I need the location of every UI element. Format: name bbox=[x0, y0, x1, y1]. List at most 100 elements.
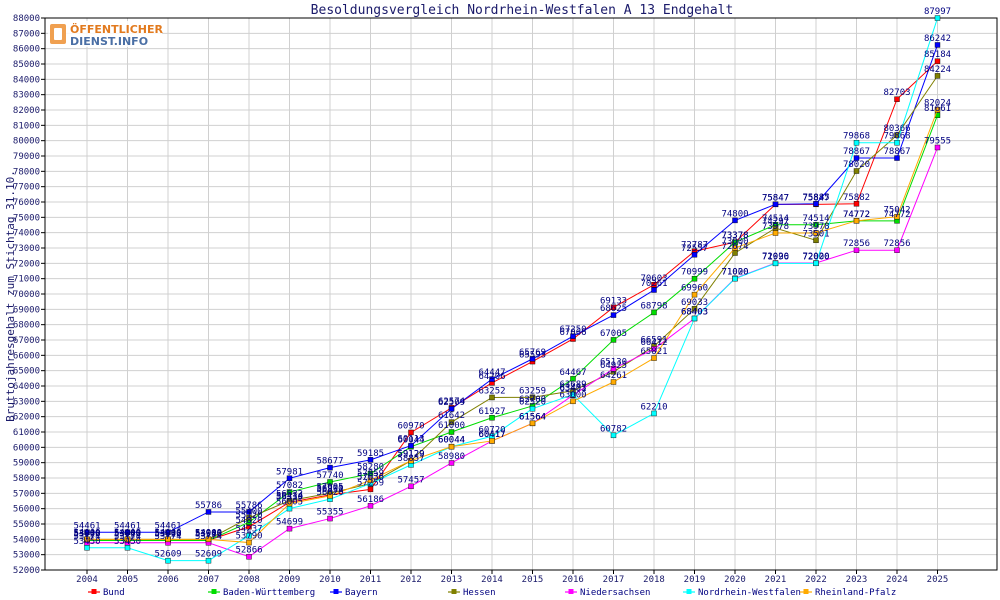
data-label-bund: 85184 bbox=[924, 50, 951, 60]
legend-marker-rheinland-pfalz bbox=[803, 589, 809, 594]
data-point-nordrhein-westfalen bbox=[691, 315, 698, 322]
data-label-bayern: 60113 bbox=[397, 435, 424, 445]
data-point-bund bbox=[408, 429, 414, 436]
legend-label-bayern: Bayern bbox=[345, 588, 378, 598]
data-point-baden-w-rttemberg bbox=[489, 415, 495, 421]
data-point-rheinland-pfalz bbox=[408, 457, 414, 464]
data-label-rheinland-pfalz: 54000 bbox=[154, 528, 181, 538]
data-label-baden-w-rttemberg: 53926 bbox=[73, 529, 100, 539]
data-label-rheinland-pfalz: 54000 bbox=[114, 528, 141, 538]
series-lines bbox=[84, 15, 941, 564]
y-tick-label: 61000 bbox=[13, 428, 40, 438]
data-point-hessen bbox=[489, 394, 495, 401]
data-point-rheinland-pfalz bbox=[489, 438, 495, 444]
data-label-nordrhein-westfalen: 54237 bbox=[235, 525, 262, 535]
y-tick-label: 70000 bbox=[13, 290, 40, 300]
data-point-baden-w-rttemberg bbox=[651, 309, 657, 316]
data-labels: 53943 53943 53943 53943 54820 56414 56900 57259… bbox=[73, 7, 951, 560]
data-label-bayern: 58677 bbox=[316, 457, 343, 467]
data-label-bund: 57259 bbox=[357, 478, 384, 488]
data-point-bund bbox=[610, 304, 617, 310]
data-point-baden-w-rttemberg bbox=[570, 376, 576, 382]
x-tick-label: 2012 bbox=[400, 575, 422, 585]
data-point-bund bbox=[367, 486, 374, 493]
data-label-nordrhein-westfalen: 52609 bbox=[195, 550, 222, 560]
data-label-nordrhein-westfalen: 87997 bbox=[924, 7, 951, 17]
data-label-niedersachsen: 56186 bbox=[357, 495, 384, 505]
data-label-bund: 67066 bbox=[559, 328, 586, 338]
data-label-hessen: 54000 bbox=[114, 528, 141, 538]
data-point-rheinland-pfalz bbox=[570, 398, 576, 405]
data-point-bayern bbox=[934, 42, 941, 48]
data-label-hessen: 54000 bbox=[73, 528, 100, 538]
y-tick-label: 67000 bbox=[13, 336, 40, 346]
y-tick-label: 75000 bbox=[13, 213, 40, 223]
data-label-rheinland-pfalz: 61564 bbox=[519, 412, 546, 422]
legend-label-hessen: Hessen bbox=[463, 588, 496, 598]
data-label-nordrhein-westfalen: 60044 bbox=[438, 436, 465, 446]
x-tick-label: 2021 bbox=[765, 575, 787, 585]
data-label-niedersachsen: 53774 bbox=[154, 532, 181, 542]
data-label-baden-w-rttemberg: 81661 bbox=[924, 104, 951, 114]
y-tick-label: 58000 bbox=[13, 474, 40, 484]
data-point-baden-w-rttemberg bbox=[367, 471, 374, 477]
x-tick-label: 2007 bbox=[198, 575, 220, 585]
y-tick-label: 54000 bbox=[13, 535, 40, 545]
y-tick-label: 73000 bbox=[13, 244, 40, 254]
data-point-nordrhein-westfalen bbox=[651, 410, 657, 417]
data-label-bayern: 68625 bbox=[600, 304, 627, 314]
y-tick-label: 88000 bbox=[13, 14, 40, 24]
y-tick-label: 71000 bbox=[13, 275, 40, 285]
legend-label-baden-w-rttemberg: Baden-Württemberg bbox=[223, 588, 315, 598]
data-point-bayern bbox=[813, 201, 819, 207]
data-point-nordrhein-westfalen bbox=[84, 545, 90, 551]
data-label-bund: 82703 bbox=[883, 88, 910, 98]
y-tick-label: 66000 bbox=[13, 351, 40, 361]
site-logo: ÖFFENTLICHER DIENST.INFO bbox=[48, 21, 163, 48]
data-label-nordrhein-westfalen: 79868 bbox=[843, 132, 870, 142]
data-label-niedersachsen: 60417 bbox=[478, 430, 505, 440]
data-label-nordrhein-westfalen: 56005 bbox=[276, 498, 303, 508]
data-label-bayern: 55786 bbox=[235, 501, 262, 511]
data-point-nordrhein-westfalen bbox=[124, 545, 131, 551]
data-label-baden-w-rttemberg: 53926 bbox=[154, 529, 181, 539]
y-tick-label: 52000 bbox=[13, 566, 40, 576]
data-point-baden-w-rttemberg bbox=[610, 337, 617, 343]
data-point-niedersachsen bbox=[651, 346, 657, 352]
data-label-bayern: 67250 bbox=[559, 325, 586, 335]
data-point-nordrhein-westfalen bbox=[246, 532, 252, 539]
data-point-rheinland-pfalz bbox=[651, 355, 657, 361]
y-tick-label: 59000 bbox=[13, 459, 40, 469]
grid bbox=[45, 17, 997, 571]
data-label-rheinland-pfalz: 63000 bbox=[559, 390, 586, 400]
data-label-nordrhein-westfalen: 68403 bbox=[681, 307, 708, 317]
data-label-niedersachsen: 53774 bbox=[195, 532, 222, 542]
legend-marker-niedersachsen bbox=[568, 589, 574, 594]
data-label-niedersachsen: 54699 bbox=[276, 518, 303, 528]
data-label-hessen: 80366 bbox=[883, 124, 910, 134]
data-label-nordrhein-westfalen: 57636 bbox=[357, 473, 384, 483]
y-tick-label: 63000 bbox=[13, 397, 40, 407]
data-point-rheinland-pfalz bbox=[286, 500, 293, 507]
data-label-rheinland-pfalz: 82024 bbox=[924, 99, 951, 109]
data-label-baden-w-rttemberg: 60044 bbox=[397, 436, 424, 446]
data-label-bayern: 54461 bbox=[154, 521, 181, 531]
data-label-baden-w-rttemberg: 74514 bbox=[802, 214, 829, 224]
x-tick-label: 2019 bbox=[684, 575, 706, 585]
x-tick-label: 2023 bbox=[846, 575, 868, 585]
data-point-nordrhein-westfalen bbox=[934, 15, 941, 21]
data-label-baden-w-rttemberg: 74514 bbox=[762, 214, 789, 224]
x-tick-label: 2024 bbox=[886, 575, 908, 585]
data-label-bund: 75847 bbox=[762, 193, 789, 203]
data-label-bund: 60970 bbox=[397, 421, 424, 431]
data-label-bayern: 78867 bbox=[883, 147, 910, 157]
data-point-niedersachsen bbox=[610, 365, 617, 372]
data-point-bayern bbox=[853, 155, 860, 161]
data-label-bayern: 55786 bbox=[195, 501, 222, 511]
data-point-rheinland-pfalz bbox=[246, 539, 252, 546]
data-label-nordrhein-westfalen: 71000 bbox=[721, 268, 748, 278]
data-point-bayern bbox=[408, 442, 414, 449]
data-label-nordrhein-westfalen: 63433 bbox=[559, 384, 586, 394]
axes: 52000 53000 54000 55000 56000 57000 58000 59000… bbox=[13, 14, 948, 585]
y-tick-label: 68000 bbox=[13, 321, 40, 331]
